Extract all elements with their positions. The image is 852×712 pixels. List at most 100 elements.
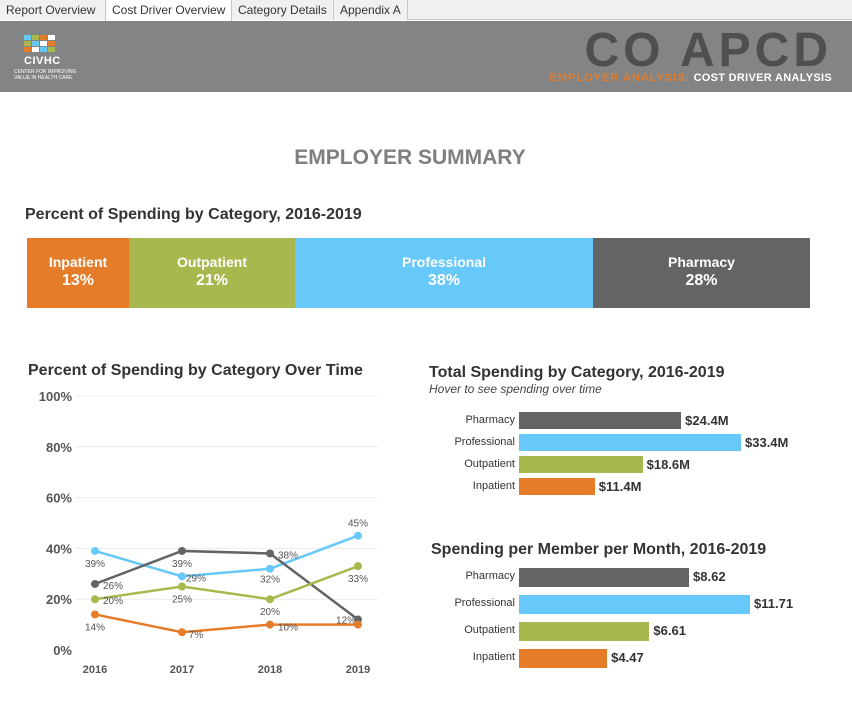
point-outpatient — [354, 562, 362, 571]
spending-over-time-chart: 0% 20% 40% 60% 80% 100% 2016 2017 2018 2019 39% 29%… — [39, 389, 378, 676]
point-pharmacy — [91, 579, 99, 588]
bar-value-pharmacy: $24.4M — [685, 413, 729, 428]
tab-cost-driver-overview[interactable]: Cost Driver Overview — [105, 0, 232, 21]
data-label-outpatient: 33% — [348, 574, 368, 585]
data-label-pharmacy: 39% — [172, 559, 192, 570]
pmpm-title: Spending per Member per Month, 2016-2019 — [431, 541, 767, 558]
bar-pharmacy[interactable] — [519, 412, 682, 429]
x-tick-label: 2019 — [346, 664, 370, 676]
segment-pharmacy[interactable]: Pharmacy 28% — [593, 238, 810, 308]
y-tick-label: 100% — [39, 389, 73, 404]
subtitle-employer-analysis: EMPLOYER ANALYSIS: — [549, 72, 691, 84]
line-outpatient — [94, 565, 359, 601]
tab-category-details[interactable]: Category Details — [232, 0, 334, 20]
data-label-professional: 32% — [260, 575, 280, 586]
bar-label-pharmacy: Pharmacy — [465, 414, 515, 426]
tab-report-overview[interactable]: Report Overview — [0, 0, 106, 20]
bar-value-pharmacy: $8.62 — [693, 569, 726, 584]
segment-label: Professional — [401, 254, 487, 270]
segment-percent: 28% — [685, 272, 718, 289]
segment-percent: 38% — [427, 272, 461, 289]
line-inpatient — [94, 613, 358, 634]
bar-value-outpatient: $18.6M — [646, 457, 690, 472]
data-label-outpatient: 25% — [172, 595, 192, 606]
point-pharmacy — [266, 549, 274, 558]
segment-outpatient[interactable]: Outpatient 21% — [129, 238, 295, 308]
point-outpatient — [266, 595, 274, 604]
data-label-outpatient: 20% — [260, 607, 280, 618]
bar-pharmacy[interactable] — [519, 568, 690, 587]
data-label-inpatient: 14% — [85, 622, 105, 633]
tab-bar: Report Overview Cost Driver Overview Cat… — [0, 0, 852, 21]
bar-label-inpatient: Inpatient — [472, 651, 515, 663]
segment-inpatient[interactable]: Inpatient 13% — [27, 238, 129, 308]
segment-percent: 21% — [195, 272, 229, 289]
brand-title: CO APCD — [584, 24, 832, 77]
civhc-logo: CIVHC CENTER FOR IMPROVING VALUE IN HEAL… — [12, 31, 77, 91]
x-tick-label: 2016 — [83, 664, 107, 676]
bar-label-inpatient: Inpatient — [472, 480, 515, 492]
data-label-outpatient: 20% — [103, 596, 123, 607]
point-professional — [178, 572, 186, 581]
bar-label-professional: Professional — [454, 597, 515, 609]
point-outpatient — [178, 582, 186, 591]
bar-outpatient[interactable] — [519, 622, 650, 641]
point-inpatient — [266, 620, 274, 629]
y-tick-label: 60% — [46, 491, 72, 506]
segment-label: Outpatient — [177, 254, 247, 270]
percent-spending-title: Percent of Spending by Category, 2016-20… — [25, 206, 362, 223]
logo-mosaic-icon — [24, 35, 55, 52]
data-label-professional: 39% — [85, 559, 105, 570]
bar-inpatient[interactable] — [519, 649, 608, 668]
y-tick-label: 40% — [46, 541, 72, 556]
segment-professional[interactable]: Professional 38% — [295, 238, 593, 308]
logo-wordmark: CIVHC — [24, 55, 61, 67]
segment-label: Pharmacy — [668, 254, 735, 270]
data-label-pharmacy: 26% — [103, 581, 123, 592]
bar-label-outpatient: Outpatient — [464, 458, 515, 470]
x-tick-label: 2018 — [258, 664, 282, 676]
page-title: EMPLOYER SUMMARY — [294, 146, 526, 169]
data-label-pharmacy: 38% — [278, 550, 298, 561]
data-label-inpatient: 10% — [278, 623, 298, 634]
logo-tagline: CENTER FOR IMPROVING VALUE IN HEALTH CAR… — [14, 69, 77, 81]
bar-label-outpatient: Outpatient — [464, 624, 515, 636]
percent-spending-bar: Inpatient 13% Outpatient 21% Professional 38%… — [27, 238, 810, 308]
bar-value-outpatient: $6.61 — [653, 623, 686, 638]
subtitle-cost-driver-analysis: COST DRIVER ANALYSIS — [693, 72, 832, 84]
bar-outpatient[interactable] — [519, 456, 643, 473]
bar-label-pharmacy: Pharmacy — [465, 570, 515, 582]
line-pharmacy — [94, 549, 359, 621]
point-outpatient — [91, 595, 99, 604]
data-label-pharmacy: 12% — [336, 616, 356, 627]
tab-appendix-a[interactable]: Appendix A — [334, 0, 408, 20]
point-professional — [266, 564, 274, 573]
data-label-professional: 29% — [186, 573, 206, 584]
total-spending-title: Total Spending by Category, 2016-2019 — [429, 364, 725, 381]
x-tick-label: 2017 — [170, 664, 194, 676]
point-professional — [91, 546, 99, 555]
time-chart-title: Percent of Spending by Category Over Tim… — [28, 362, 363, 379]
y-tick-label: 0% — [53, 643, 72, 658]
data-label-professional: 45% — [348, 519, 368, 530]
point-professional — [354, 531, 362, 540]
bar-label-professional: Professional — [454, 436, 515, 448]
brand-subtitle: EMPLOYER ANALYSIS: COST DRIVER ANALYSIS — [550, 72, 832, 84]
bar-value-inpatient: $4.47 — [611, 650, 644, 665]
bar-professional[interactable] — [519, 434, 741, 451]
segment-percent: 13% — [61, 272, 95, 289]
header-banner: CIVHC CENTER FOR IMPROVING VALUE IN HEAL… — [0, 21, 852, 92]
data-label-inpatient: 7% — [189, 630, 204, 641]
bar-inpatient[interactable] — [519, 478, 595, 495]
y-tick-label: 80% — [46, 440, 72, 455]
segment-label: Inpatient — [48, 254, 108, 270]
line-professional — [94, 534, 359, 578]
point-inpatient — [354, 620, 362, 629]
bar-value-professional: $11.71 — [754, 596, 794, 611]
bar-professional[interactable] — [519, 595, 750, 614]
total-spending-hint: Hover to see spending over time — [429, 382, 602, 396]
point-inpatient — [91, 610, 99, 619]
point-inpatient — [178, 628, 186, 637]
bar-value-professional: $33.4M — [745, 435, 789, 450]
